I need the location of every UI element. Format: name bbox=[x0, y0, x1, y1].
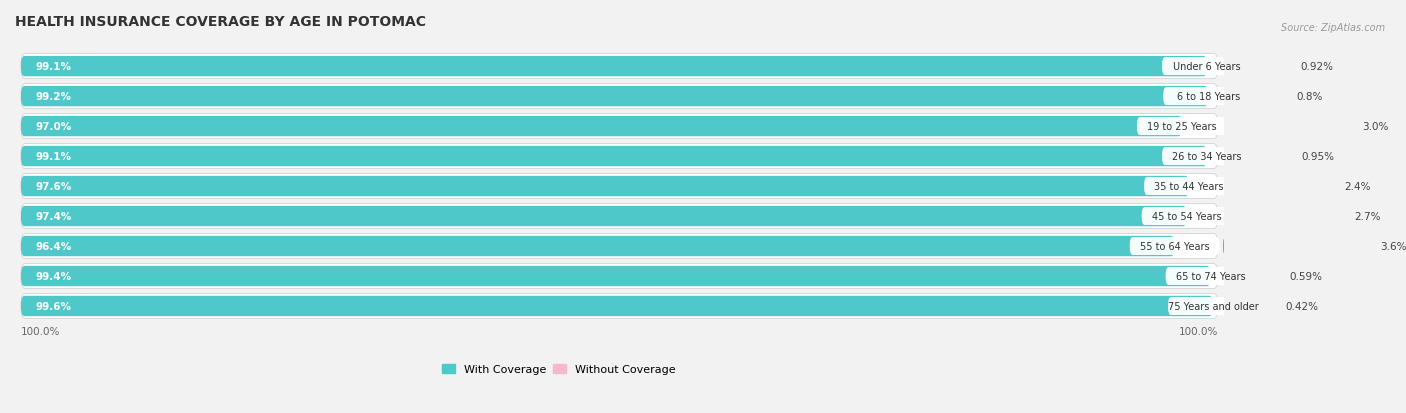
FancyBboxPatch shape bbox=[21, 176, 1189, 197]
Text: Under 6 Years: Under 6 Years bbox=[1173, 62, 1240, 72]
FancyBboxPatch shape bbox=[21, 264, 1218, 289]
Text: Source: ZipAtlas.com: Source: ZipAtlas.com bbox=[1281, 23, 1385, 33]
FancyBboxPatch shape bbox=[1168, 297, 1258, 315]
FancyBboxPatch shape bbox=[21, 114, 1218, 139]
Text: 65 to 74 Years: 65 to 74 Years bbox=[1175, 271, 1246, 281]
FancyBboxPatch shape bbox=[21, 206, 1187, 227]
FancyBboxPatch shape bbox=[1166, 267, 1256, 285]
Text: 3.6%: 3.6% bbox=[1379, 242, 1406, 252]
Text: 99.1%: 99.1% bbox=[35, 62, 72, 72]
Text: 75 Years and older: 75 Years and older bbox=[1167, 301, 1258, 311]
Text: 19 to 25 Years: 19 to 25 Years bbox=[1147, 122, 1216, 132]
Text: 100.0%: 100.0% bbox=[1178, 326, 1218, 336]
Text: 3.0%: 3.0% bbox=[1362, 122, 1388, 132]
Legend: With Coverage, Without Coverage: With Coverage, Without Coverage bbox=[437, 359, 681, 378]
FancyBboxPatch shape bbox=[21, 57, 1206, 77]
FancyBboxPatch shape bbox=[21, 294, 1218, 319]
FancyBboxPatch shape bbox=[1256, 148, 1295, 165]
Text: HEALTH INSURANCE COVERAGE BY AGE IN POTOMAC: HEALTH INSURANCE COVERAGE BY AGE IN POTO… bbox=[15, 15, 426, 29]
FancyBboxPatch shape bbox=[1261, 298, 1279, 315]
Text: 99.2%: 99.2% bbox=[35, 92, 72, 102]
Text: 100.0%: 100.0% bbox=[21, 326, 60, 336]
FancyBboxPatch shape bbox=[21, 296, 1213, 316]
Text: 35 to 44 Years: 35 to 44 Years bbox=[1154, 182, 1223, 192]
FancyBboxPatch shape bbox=[21, 236, 1174, 256]
FancyBboxPatch shape bbox=[1256, 58, 1294, 76]
Text: 0.95%: 0.95% bbox=[1301, 152, 1334, 161]
Text: 0.42%: 0.42% bbox=[1285, 301, 1317, 311]
Text: 0.59%: 0.59% bbox=[1289, 271, 1323, 281]
FancyBboxPatch shape bbox=[21, 87, 1208, 107]
Text: 6 to 18 Years: 6 to 18 Years bbox=[1177, 92, 1240, 102]
FancyBboxPatch shape bbox=[21, 144, 1218, 169]
Text: 45 to 54 Years: 45 to 54 Years bbox=[1152, 211, 1222, 221]
Text: 97.0%: 97.0% bbox=[35, 122, 72, 132]
FancyBboxPatch shape bbox=[1142, 208, 1232, 225]
FancyBboxPatch shape bbox=[21, 204, 1218, 229]
FancyBboxPatch shape bbox=[21, 84, 1218, 109]
FancyBboxPatch shape bbox=[1257, 88, 1291, 106]
Text: 97.6%: 97.6% bbox=[35, 182, 72, 192]
FancyBboxPatch shape bbox=[21, 147, 1206, 167]
Text: 2.7%: 2.7% bbox=[1354, 211, 1381, 221]
FancyBboxPatch shape bbox=[21, 116, 1182, 137]
Text: 0.8%: 0.8% bbox=[1296, 92, 1323, 102]
FancyBboxPatch shape bbox=[1163, 88, 1253, 106]
Text: 96.4%: 96.4% bbox=[35, 242, 72, 252]
FancyBboxPatch shape bbox=[1230, 118, 1355, 135]
FancyBboxPatch shape bbox=[1163, 58, 1251, 76]
Text: 97.4%: 97.4% bbox=[35, 211, 72, 221]
Text: 2.4%: 2.4% bbox=[1344, 182, 1371, 192]
FancyBboxPatch shape bbox=[1130, 237, 1219, 255]
FancyBboxPatch shape bbox=[1237, 178, 1339, 195]
Text: 55 to 64 Years: 55 to 64 Years bbox=[1140, 242, 1209, 252]
FancyBboxPatch shape bbox=[1137, 118, 1226, 136]
Text: 0.92%: 0.92% bbox=[1301, 62, 1333, 72]
FancyBboxPatch shape bbox=[21, 234, 1218, 259]
Text: 99.4%: 99.4% bbox=[35, 271, 72, 281]
FancyBboxPatch shape bbox=[1144, 178, 1234, 196]
FancyBboxPatch shape bbox=[21, 55, 1218, 79]
Text: 99.6%: 99.6% bbox=[35, 301, 72, 311]
FancyBboxPatch shape bbox=[1234, 208, 1348, 225]
FancyBboxPatch shape bbox=[1258, 268, 1284, 285]
FancyBboxPatch shape bbox=[21, 266, 1211, 287]
Text: 26 to 34 Years: 26 to 34 Years bbox=[1173, 152, 1241, 161]
Text: 99.1%: 99.1% bbox=[35, 152, 72, 161]
FancyBboxPatch shape bbox=[21, 174, 1218, 199]
FancyBboxPatch shape bbox=[1223, 238, 1374, 255]
FancyBboxPatch shape bbox=[1163, 148, 1251, 166]
